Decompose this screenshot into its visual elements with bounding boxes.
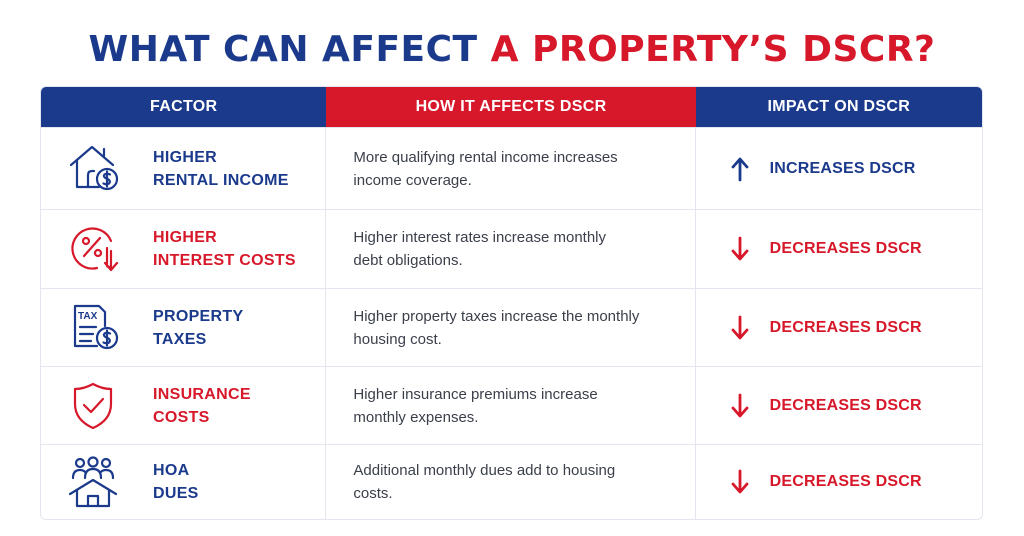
impact-label: DECREASES DSCR xyxy=(769,473,922,490)
impact-cell: DECREASES DSCR xyxy=(696,445,982,519)
description-line-1: Higher insurance premiums increase xyxy=(353,385,598,403)
arrow-down-icon xyxy=(731,393,748,417)
description-line-2: costs. xyxy=(353,485,393,502)
impact-cell: DECREASES DSCR xyxy=(696,289,982,366)
factor-label: INSURANCE COSTS xyxy=(153,383,251,429)
impact-cell: INCREASES DSCR xyxy=(696,128,982,209)
house-dollar-icon xyxy=(67,141,127,197)
how-cell: Additional monthly dues add to housing c… xyxy=(326,445,696,519)
factor-line-1: INSURANCE xyxy=(153,385,251,403)
impact-label: DECREASES DSCR xyxy=(769,240,922,257)
table-row: HIGHER INTEREST COSTS Higher interest ra… xyxy=(41,209,982,288)
factor-label: HOA DUES xyxy=(153,459,199,505)
header-factor: FACTOR xyxy=(41,87,327,127)
arrow-down-icon xyxy=(731,315,748,339)
table-row: INSURANCE COSTS Higher insurance premium… xyxy=(41,366,982,444)
factor-cell: INSURANCE COSTS xyxy=(41,367,327,444)
impact-cell: DECREASES DSCR xyxy=(696,210,982,288)
factor-line-2: TAXES xyxy=(153,330,207,348)
arrow-up-icon xyxy=(731,157,748,181)
description-line-2: monthly expenses. xyxy=(353,408,479,426)
factor-line-2: RENTAL INCOME xyxy=(153,171,289,189)
arrow-down-icon xyxy=(731,469,748,494)
factor-label: HIGHER INTEREST COSTS xyxy=(153,226,296,272)
table-row: HIGHER RENTAL INCOME More qualifying ren… xyxy=(41,127,982,209)
how-cell: Higher property taxes increase the month… xyxy=(326,289,696,366)
impact-label: DECREASES DSCR xyxy=(769,396,922,414)
how-cell: Higher insurance premiums increase month… xyxy=(326,367,696,444)
how-cell: More qualifying rental income increases … xyxy=(326,128,696,209)
description-line-1: Higher property taxes increase the month… xyxy=(353,307,640,325)
arrow-down-icon xyxy=(731,236,748,261)
percent-down-icon xyxy=(67,221,127,277)
factor-line-1: HIGHER xyxy=(153,148,218,166)
how-description: Higher property taxes increase the month… xyxy=(353,305,673,351)
dscr-factors-table: FACTOR HOW IT AFFECTS DSCR IMPACT ON DSC… xyxy=(40,86,983,520)
how-description: More qualifying rental income increases … xyxy=(353,146,673,192)
factor-line-2: INTEREST COSTS xyxy=(153,252,296,269)
description-line-1: More qualifying rental income increases xyxy=(353,148,618,166)
factor-line-2: DUES xyxy=(153,485,199,502)
header-how: HOW IT AFFECTS DSCR xyxy=(326,87,696,127)
impact-cell: DECREASES DSCR xyxy=(696,367,982,444)
factor-line-1: HOA xyxy=(153,462,190,479)
factor-cell: HOA DUES xyxy=(41,445,327,519)
table-header: FACTOR HOW IT AFFECTS DSCR IMPACT ON DSC… xyxy=(41,87,982,127)
tax-icon-text: TAX xyxy=(78,311,98,322)
shield-check-icon xyxy=(67,378,127,434)
title-part-1: WHAT CAN AFFECT xyxy=(88,29,478,70)
table-row: TAX PROPERTY TAXES Higher property taxes… xyxy=(41,288,982,366)
factor-cell: HIGHER INTEREST COSTS xyxy=(41,210,327,288)
how-cell: Higher interest rates increase monthly d… xyxy=(326,210,696,288)
description-line-1: Higher interest rates increase monthly xyxy=(353,229,607,246)
how-description: Higher insurance premiums increase month… xyxy=(353,383,673,429)
impact-label: DECREASES DSCR xyxy=(769,318,922,336)
factor-line-1: PROPERTY xyxy=(153,307,244,325)
how-description: Higher interest rates increase monthly d… xyxy=(353,226,673,272)
tax-document-icon: TAX xyxy=(67,300,127,356)
description-line-2: debt obligations. xyxy=(353,252,463,269)
factor-cell: TAX PROPERTY TAXES xyxy=(41,289,327,366)
factor-cell: HIGHER RENTAL INCOME xyxy=(41,128,327,209)
factor-line-1: HIGHER xyxy=(153,229,218,246)
how-description: Additional monthly dues add to housing c… xyxy=(353,459,673,505)
factor-label: HIGHER RENTAL INCOME xyxy=(153,146,289,192)
table-row: HOA DUES Additional monthly dues add to … xyxy=(41,444,982,519)
description-line-1: Additional monthly dues add to housing xyxy=(353,462,616,479)
page-title: WHAT CAN AFFECT A PROPERTY’S DSCR? xyxy=(0,26,1024,74)
description-line-2: housing cost. xyxy=(353,330,442,348)
impact-label: INCREASES DSCR xyxy=(769,159,916,177)
header-impact: IMPACT ON DSCR xyxy=(695,87,982,127)
factor-line-2: COSTS xyxy=(153,408,210,426)
description-line-2: income coverage. xyxy=(353,171,472,189)
title-part-2: A PROPERTY’S DSCR? xyxy=(490,29,936,70)
community-house-icon xyxy=(67,454,127,510)
factor-label: PROPERTY TAXES xyxy=(153,305,243,351)
